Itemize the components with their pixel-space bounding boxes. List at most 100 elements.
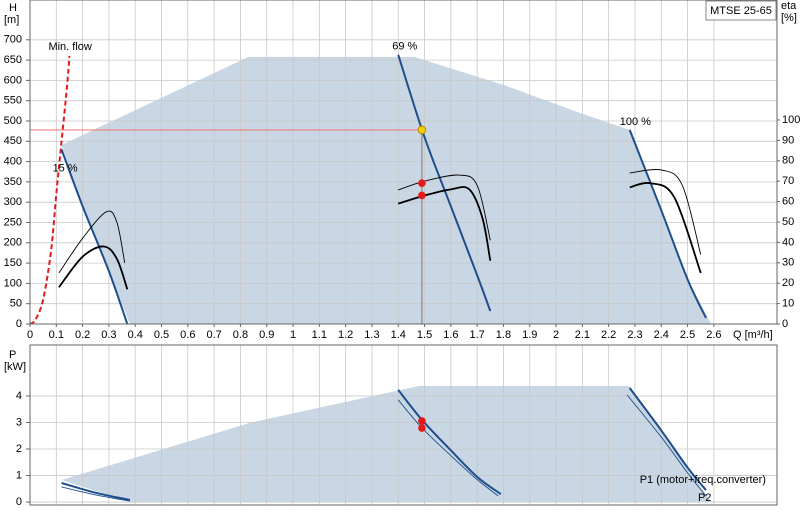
curve	[628, 129, 707, 319]
y-tick-label: 1	[16, 469, 22, 481]
curve-label: 100 %	[620, 116, 651, 128]
y-axis-label: P	[9, 349, 16, 361]
chart-title: MTSE 25-65	[710, 5, 772, 17]
y-tick-label: 500	[4, 115, 22, 127]
curve	[397, 399, 499, 497]
plot-area	[30, 345, 777, 505]
y-tick-label: 50	[10, 298, 22, 310]
x-tick-label: 1	[290, 329, 296, 341]
x-tick-label: 2.5	[680, 329, 695, 341]
curve-label: Min. flow	[48, 41, 91, 53]
curve	[398, 174, 491, 241]
duty-point	[418, 179, 426, 188]
curve	[629, 181, 702, 274]
x-tick-label: 1.8	[496, 329, 511, 341]
curve-label: P2	[698, 492, 711, 504]
x-tick-label: 0	[27, 329, 33, 341]
y-tick-label: 300	[4, 196, 22, 208]
y-tick-label: 3	[16, 416, 22, 428]
x-tick-label: 1.2	[338, 329, 353, 341]
y-tick-label: 100	[4, 277, 22, 289]
x-tick-label: 1.4	[391, 329, 406, 341]
x-tick-label: 1.6	[443, 329, 458, 341]
plot-area	[30, 0, 777, 324]
y2-tick-label: 90	[782, 134, 794, 146]
y2-tick-label: 10	[782, 298, 794, 310]
y-axis-label: H	[9, 2, 17, 14]
curve	[30, 55, 71, 324]
x-tick-label: 0.6	[180, 329, 195, 341]
y2-tick-label: 100	[782, 114, 800, 126]
x-tick-label: 0.3	[101, 329, 116, 341]
y-tick-label: 2	[16, 443, 22, 455]
y2-tick-label: 40	[782, 236, 794, 248]
y-tick-label: 150	[4, 257, 22, 269]
y2-axis-label: [%]	[781, 12, 797, 24]
curve	[626, 394, 707, 497]
curve	[397, 54, 492, 312]
duty-point	[418, 417, 426, 425]
y-tick-label: 0	[16, 496, 22, 508]
x-tick-label: 0.7	[206, 329, 221, 341]
y-tick-label: 650	[4, 54, 22, 66]
x-tick-label: 0.9	[259, 329, 274, 341]
x-tick-label: 2.1	[575, 329, 590, 341]
x-tick-label: 2.3	[627, 329, 642, 341]
y-axis-label: [kW]	[4, 361, 26, 373]
operating-range	[61, 56, 712, 324]
curve	[397, 389, 502, 495]
y-tick-label: 350	[4, 176, 22, 188]
y2-axis-label: eta	[781, 0, 797, 12]
curve	[628, 387, 707, 491]
title-box	[705, 0, 777, 21]
x-tick-label: 2.6	[706, 329, 721, 341]
curve	[60, 149, 129, 324]
x-tick-label: 2	[553, 329, 559, 341]
x-tick-label: 1.5	[417, 329, 432, 341]
curve-label: 69 %	[392, 41, 417, 53]
curve	[629, 169, 702, 255]
curve	[58, 245, 129, 290]
y2-tick-label: 80	[782, 155, 794, 167]
y2-tick-label: 60	[782, 195, 794, 207]
y-tick-label: 200	[4, 237, 22, 249]
x-tick-label: 0.4	[128, 329, 143, 341]
y-tick-label: 550	[4, 95, 22, 107]
operating-point	[417, 125, 427, 135]
curve	[58, 210, 126, 274]
operating-range	[61, 385, 712, 503]
x-tick-label: 1.3	[364, 329, 379, 341]
curve	[61, 486, 131, 502]
x-tick-label: 1.7	[469, 329, 484, 341]
x-tick-label: 0.2	[75, 329, 90, 341]
y-tick-label: 400	[4, 156, 22, 168]
y-tick-label: 0	[16, 318, 22, 330]
x-tick-label: 1.9	[522, 329, 537, 341]
curve-label: 15 %	[53, 162, 78, 174]
x-tick-label: 1.1	[312, 329, 327, 341]
y-tick-label: 450	[4, 135, 22, 147]
plot-layer: 0501001502002503003504004505005506006507…	[4, 0, 800, 508]
plot-frame	[29, 344, 778, 506]
duty-point	[418, 191, 426, 200]
x-tick-label: 0.1	[49, 329, 64, 341]
x-tick-label: 2.2	[601, 329, 616, 341]
x-axis-label: Q [m³/h]	[733, 329, 773, 341]
x-tick-label: 2.4	[654, 329, 669, 341]
y-tick-label: 700	[4, 34, 22, 46]
y-axis-label: [m]	[4, 14, 19, 26]
y2-tick-label: 30	[782, 257, 794, 269]
x-tick-label: 0.5	[154, 329, 169, 341]
duty-point	[418, 424, 426, 432]
y-tick-label: 600	[4, 74, 22, 86]
y-tick-label: 250	[4, 216, 22, 228]
x-tick-label: 0.8	[233, 329, 248, 341]
y2-tick-label: 50	[782, 216, 794, 228]
y2-tick-label: 20	[782, 277, 794, 289]
y-tick-label: 4	[16, 390, 22, 402]
curve	[61, 482, 131, 501]
y2-tick-label: 0	[782, 318, 788, 330]
curve-label: P1 (motor+freq.converter)	[640, 474, 766, 486]
y2-tick-label: 70	[782, 175, 794, 187]
